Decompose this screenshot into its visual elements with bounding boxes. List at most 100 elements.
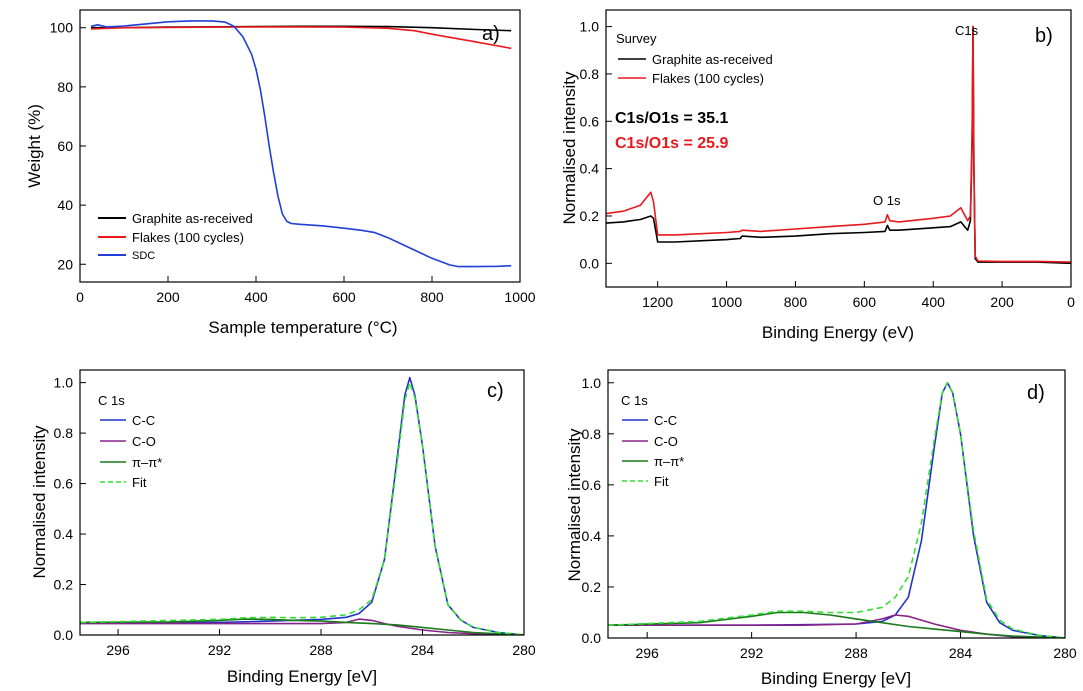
- panel-label-b: b): [1035, 25, 1053, 47]
- x-tick-label-a-3: 600: [332, 289, 356, 305]
- legend-title-d: C 1s: [621, 393, 648, 408]
- axes-frame-c: [79, 369, 525, 636]
- y-tick-label-a-1: 40: [57, 197, 73, 213]
- legend-label-a-2: SDC: [132, 250, 155, 262]
- plot-area-d: [608, 381, 1065, 638]
- y-tick-label-b-1: 0.2: [580, 208, 600, 224]
- legend-label-c-2: π–π*: [132, 455, 162, 470]
- series-line-c-2: [80, 618, 524, 635]
- series-line-b-1: [606, 25, 1071, 263]
- y-axis-title-d: Normalised intensity: [565, 428, 584, 582]
- plot-area-a: [90, 20, 512, 268]
- annotation-c1s: C1s: [955, 23, 979, 38]
- x-tick-label-d-3: 284: [949, 645, 973, 661]
- series-line-d-2: [608, 611, 1065, 638]
- legend-label-b-0: Graphite as-received: [652, 52, 773, 67]
- y-tick-label-c-4: 0.8: [54, 425, 74, 441]
- annotation-o1s: O 1s: [873, 193, 901, 208]
- ratio-graphite: C1s/O1s = 35.1: [615, 110, 729, 127]
- ticks-a: 0 200 400 600 800 1000 20 40 60 80 100: [50, 20, 536, 305]
- legend-label-d-3: Fit: [654, 474, 669, 489]
- legend-label-d-0: C-C: [654, 413, 677, 428]
- legend-title-c: C 1s: [98, 393, 125, 408]
- legend-title-b: Survey: [616, 31, 657, 46]
- y-tick-label-c-3: 0.6: [54, 476, 74, 492]
- legend-label-d-1: C-O: [654, 434, 678, 449]
- x-tick-label-b-5: 200: [990, 294, 1014, 310]
- legend-label-c-3: Fit: [132, 475, 147, 490]
- y-tick-label-d-4: 0.8: [582, 426, 602, 442]
- x-tick-label-c-1: 292: [208, 642, 232, 658]
- x-axis-title-a: Sample temperature (°C): [208, 318, 397, 337]
- x-tick-label-d-1: 292: [740, 645, 764, 661]
- y-tick-label-b-3: 0.6: [580, 113, 600, 129]
- series-line-a-2: [90, 20, 512, 268]
- x-tick-label-b-6: 0: [1067, 294, 1075, 310]
- x-tick-label-c-4: 280: [512, 642, 536, 658]
- x-tick-label-a-1: 200: [156, 289, 180, 305]
- x-tick-label-a-0: 0: [76, 289, 84, 305]
- y-tick-label-a-4: 100: [50, 20, 74, 36]
- ticks-d: 296 292 288 284 280 0.0 0.2 0.4 0.6 0.8 1.0: [582, 375, 1077, 661]
- x-tick-label-c-0: 296: [106, 642, 130, 658]
- x-tick-label-d-0: 296: [635, 645, 659, 661]
- series-line-c-1: [80, 618, 524, 635]
- legend-label-c-1: C-O: [132, 434, 156, 449]
- x-tick-label-a-4: 800: [420, 289, 444, 305]
- y-tick-label-a-3: 80: [57, 79, 73, 95]
- y-tick-label-c-5: 1.0: [54, 375, 74, 391]
- y-tick-label-d-2: 0.4: [582, 528, 602, 544]
- series-line-c-3: [80, 381, 524, 635]
- y-axis-title-c: Normalised intensity: [30, 425, 49, 579]
- ticks-c: 296 292 288 284 280 0.0 0.2 0.4 0.6 0.8 1.0: [54, 375, 536, 658]
- panel-a: 0 200 400 600 800 1000 20 40 60 80 100 a) Sample t…: [25, 9, 536, 337]
- ticks-b: 1200 1000 800 600 400 200 0 0.0 0.2 0.4 0.6 0.8 1.0: [580, 19, 1076, 310]
- x-tick-label-b-2: 800: [784, 294, 808, 310]
- legend-label-d-2: π–π*: [654, 454, 684, 469]
- y-axis-title-b: Normalised intensity: [560, 71, 579, 225]
- x-tick-label-d-2: 288: [844, 645, 868, 661]
- series-line-a-1: [90, 26, 512, 50]
- legend-a: Graphite as-received Flakes (100 cycles)…: [98, 211, 253, 262]
- y-axis-title-a: Weight (%): [25, 104, 44, 188]
- x-axis-title-b: Binding Energy (eV): [762, 323, 914, 342]
- panel-label-a: a): [482, 23, 500, 45]
- panel-d: 296 292 288 284 280 0.0 0.2 0.4 0.6 0.8 1.0 d) Bin…: [565, 369, 1077, 688]
- x-tick-label-d-4: 280: [1053, 645, 1077, 661]
- x-tick-label-c-2: 288: [309, 642, 333, 658]
- axes-frame-b: [605, 9, 1072, 288]
- plot-area-c: [80, 376, 524, 635]
- y-tick-label-c-2: 0.4: [54, 526, 74, 542]
- legend-label-a-1: Flakes (100 cycles): [132, 230, 244, 245]
- series-line-d-3: [608, 381, 1065, 638]
- y-tick-label-c-0: 0.0: [54, 627, 74, 643]
- y-tick-label-b-2: 0.4: [580, 161, 600, 177]
- y-tick-label-d-0: 0.0: [582, 630, 602, 646]
- y-tick-label-d-1: 0.2: [582, 579, 602, 595]
- x-tick-label-a-5: 1000: [504, 289, 535, 305]
- y-tick-label-b-0: 0.0: [580, 255, 600, 271]
- x-tick-label-a-2: 400: [244, 289, 268, 305]
- x-axis-title-d: Binding Energy [eV]: [761, 669, 911, 688]
- y-tick-label-c-1: 0.2: [54, 577, 74, 593]
- legend-label-c-0: C-C: [132, 413, 155, 428]
- y-tick-label-d-5: 1.0: [582, 375, 602, 391]
- x-tick-label-b-1: 1000: [711, 294, 742, 310]
- y-tick-label-b-5: 1.0: [580, 19, 600, 35]
- legend-label-b-1: Flakes (100 cycles): [652, 71, 764, 86]
- x-tick-label-b-4: 400: [922, 294, 946, 310]
- panel-c: 296 292 288 284 280 0.0 0.2 0.4 0.6 0.8 1.0 c) Bin…: [30, 369, 536, 686]
- axes-frame-d: [607, 369, 1066, 639]
- panel-label-d: d): [1027, 382, 1045, 404]
- y-tick-label-a-2: 60: [57, 138, 73, 154]
- y-tick-label-b-4: 0.8: [580, 66, 600, 82]
- x-tick-label-b-0: 1200: [642, 294, 673, 310]
- x-axis-title-c: Binding Energy [eV]: [227, 667, 377, 686]
- ratio-flakes: C1s/O1s = 25.9: [615, 135, 729, 152]
- panel-b: 1200 1000 800 600 400 200 00.00.20.40.60.81.0 …: [560, 9, 1076, 342]
- legend-label-a-0: Graphite as-received: [132, 211, 253, 226]
- plot-area-b: [606, 25, 1071, 265]
- y-tick-label-d-3: 0.6: [582, 477, 602, 493]
- y-tick-label-a-0: 20: [57, 256, 73, 272]
